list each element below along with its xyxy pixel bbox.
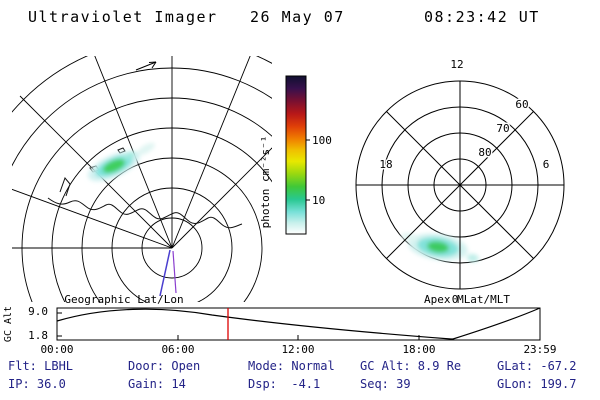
apex-spokes	[356, 81, 564, 289]
apex-mlt-12-label: 12	[450, 58, 463, 71]
geo-map-panel	[12, 56, 272, 302]
apex-mlat-60-label: 60	[515, 98, 528, 111]
spacecraft-track	[159, 249, 177, 297]
status-flt: Flt: LBHL	[8, 359, 74, 373]
colorbar-tick-10: 10	[312, 194, 325, 207]
observation-time: 08:23:42 UT	[424, 8, 540, 26]
apex-mlat-80-label: 80	[478, 146, 491, 159]
status-ip: IP: 36.0	[8, 377, 66, 391]
strip-tick-0000: 00:00	[40, 343, 73, 355]
coastline	[47, 147, 243, 229]
orbit-direction-arrow	[135, 61, 157, 71]
aurora-blob-geo	[88, 142, 155, 182]
status-door: Door: Open	[128, 359, 201, 373]
strip-tick-1800: 18:00	[402, 343, 435, 355]
gc-alt-strip: Geographic Lat/Lon Apex MLat/MLT GC Alt …	[3, 293, 557, 355]
geo-panel-label: Geographic Lat/Lon	[64, 293, 183, 306]
plots-canvas: photon cm⁻²s⁻¹ 100 10	[3, 56, 565, 355]
status-gain: Gain: 14	[128, 377, 186, 391]
strip-tick-1200: 12:00	[281, 343, 314, 355]
status-mode: Mode: Normal	[248, 359, 335, 373]
status-glon: GLon: 199.7	[497, 377, 577, 391]
strip-ymin-label: 1.8	[28, 329, 48, 342]
colorbar-gradient	[285, 75, 307, 235]
apex-panel-label: Apex MLat/MLT	[424, 293, 510, 306]
strip-tick-2359: 23:59	[523, 343, 556, 355]
apex-mlt-6-label: 6	[543, 158, 550, 171]
colorbar-label: photon cm⁻²s⁻¹	[259, 136, 272, 229]
status-dsp: Dsp: -4.1	[248, 377, 321, 391]
observation-date: 26 May 07	[250, 8, 345, 26]
apex-mlt-0-label: 0	[452, 293, 459, 306]
geo-grid-meridians	[12, 56, 272, 249]
colorbar: photon cm⁻²s⁻¹ 100 10	[259, 75, 332, 235]
strip-axis-ticks	[57, 312, 420, 340]
gc-alt-curve	[56, 307, 541, 340]
colorbar-tick-100: 100	[312, 134, 332, 147]
strip-ymax-label: 9.0	[28, 305, 48, 318]
app-title: Ultraviolet Imager	[28, 8, 218, 26]
apex-polar-panel: 60 70 80 12 18 6 0	[355, 57, 565, 308]
aurora-blob-apex	[401, 232, 479, 262]
strip-tick-0600: 06:00	[161, 343, 194, 355]
apex-mlt-18-label: 18	[379, 158, 392, 171]
strip-y-axis-label: GC Alt	[3, 306, 14, 342]
apex-mlat-70-label: 70	[496, 122, 509, 135]
status-glat: GLat: -67.2	[497, 359, 577, 373]
status-gcalt: GC Alt: 8.9 Re	[360, 359, 462, 373]
status-seq: Seq: 39	[360, 377, 411, 391]
